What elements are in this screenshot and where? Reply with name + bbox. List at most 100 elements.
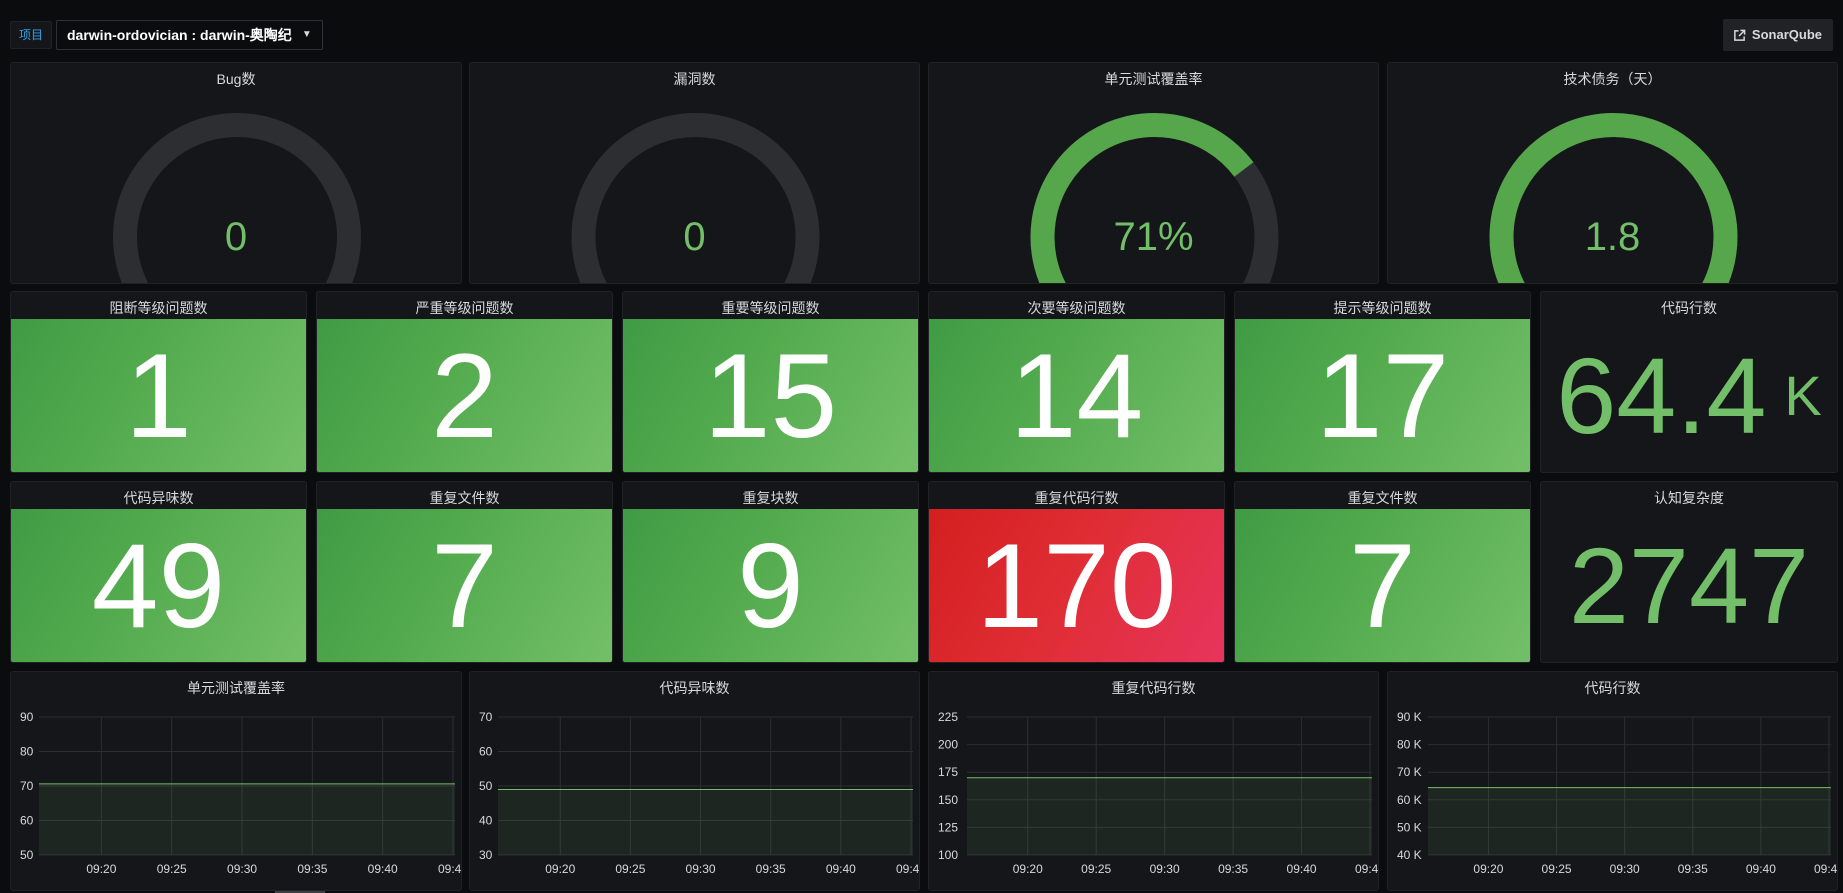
stat-panel[interactable]: 提示等级问题数 17: [1234, 291, 1531, 473]
timeseries-chart: 40 K 50 K 60 K 70 K 80 K 90 K 09:20 09:25 09:30 0…: [1397, 710, 1838, 876]
panel-title: 重复代码行数: [1111, 680, 1196, 696]
stat-value-area: 7: [317, 509, 612, 662]
gauge-chart: [571, 113, 820, 283]
variable-label: 项目: [10, 21, 53, 49]
stat-value: 9: [737, 518, 804, 653]
y-tick-label: 40: [479, 814, 493, 828]
timeseries-chart: 30 40 50 60 70 09:20 09:25 09:30 09:35 09:40 09:45: [479, 710, 919, 876]
y-tick-label: 60: [479, 745, 493, 759]
panel-title: 阻断等级问题数: [109, 300, 208, 316]
stat-value-area: 2: [317, 319, 612, 472]
y-tick-label: 70 K: [1397, 765, 1422, 779]
y-tick-label: 225: [938, 710, 958, 724]
timeseries-panel[interactable]: 单元测试覆盖率 50 60 70 80 90 09:20 09:25 09:30 09:35 09:…: [10, 671, 462, 891]
y-tick-label: 200: [938, 738, 958, 752]
stat-value: 170: [976, 518, 1177, 653]
stat-panel[interactable]: 认知复杂度 2747: [1540, 481, 1838, 663]
x-tick-label: 09:40: [368, 862, 398, 876]
x-tick-label: 09:30: [1150, 862, 1180, 876]
stat-value: 15: [703, 328, 838, 463]
stat-value: 1: [125, 328, 192, 463]
x-tick-label: 09:20: [1013, 862, 1043, 876]
panel-title: 提示等级问题数: [1333, 300, 1432, 316]
timeseries-panel[interactable]: 代码行数 40 K 50 K 60 K 70 K 80 K 90 K 09:20 09:25 09…: [1387, 671, 1838, 891]
stat-panel[interactable]: 重复块数 9: [622, 481, 919, 663]
gauge-track: [571, 113, 820, 283]
x-tick-label: 09:30: [686, 862, 716, 876]
y-tick-label: 60 K: [1397, 793, 1422, 807]
gauge-track: [113, 113, 361, 283]
y-tick-label: 150: [938, 793, 958, 807]
gauge-fill: [1489, 113, 1738, 283]
timeseries-chart: 100 125 150 175 200 225 09:20 09:25 09:30 09:35 09…: [938, 710, 1378, 876]
x-tick-label: 09:25: [157, 862, 187, 876]
stat-value: 7: [1349, 518, 1416, 653]
stat-panel[interactable]: 重复代码行数 170: [928, 481, 1225, 663]
y-tick-label: 80 K: [1397, 738, 1422, 752]
panel-title: 认知复杂度: [1654, 490, 1724, 506]
y-tick-label: 30: [479, 848, 493, 862]
gauge-panel[interactable]: 单元测试覆盖率 71%: [928, 62, 1379, 284]
project-variable-value: darwin-ordovician : darwin-奥陶纪: [67, 27, 292, 43]
stat-value-area: 2747: [1541, 509, 1837, 662]
y-tick-label: 50: [479, 779, 493, 793]
gauge-panel[interactable]: 技术债务（天） 1.8: [1387, 62, 1838, 284]
stat-value-area: 15: [623, 319, 918, 472]
stat-value: 49: [91, 518, 226, 653]
x-tick-label: 09:45: [438, 862, 462, 876]
y-tick-label: 125: [938, 820, 958, 834]
x-tick-label: 09:20: [545, 862, 575, 876]
y-tick-label: 70: [20, 779, 34, 793]
panel-title: 重复块数: [742, 490, 799, 506]
series-area: [967, 777, 1372, 855]
stat-panel[interactable]: 严重等级问题数 2: [316, 291, 613, 473]
panel-title: 重要等级问题数: [721, 300, 820, 316]
gauge-fill: [1030, 113, 1254, 283]
stat-value: 2: [431, 328, 498, 463]
gauge-value: 1.8: [1584, 215, 1641, 259]
stat-value-area: 1: [11, 319, 306, 472]
x-tick-label: 09:20: [86, 862, 116, 876]
gauge-value: 71%: [1113, 215, 1194, 259]
stat-value-area: 49: [11, 509, 306, 662]
stat-value-area: 14: [929, 319, 1224, 472]
y-tick-label: 175: [938, 765, 958, 779]
stat-panel[interactable]: 重复文件数 7: [316, 481, 613, 663]
dashboard-toolbar: 项目 darwin-ordovician : darwin-奥陶纪 ▼ Sona…: [0, 0, 1843, 52]
stat-value: 64.4: [1556, 334, 1767, 456]
stat-panel[interactable]: 重复文件数 7: [1234, 481, 1531, 663]
stat-panel[interactable]: 次要等级问题数 14: [928, 291, 1225, 473]
panel-title: Bug数: [216, 71, 256, 87]
stat-value-area: 170: [929, 509, 1224, 662]
stat-panel[interactable]: 重要等级问题数 15: [622, 291, 919, 473]
x-tick-label: 09:35: [1218, 862, 1248, 876]
y-tick-label: 70: [479, 710, 493, 724]
scrollbar[interactable]: [275, 891, 325, 893]
stat-value: 7: [431, 518, 498, 653]
y-tick-label: 80: [20, 745, 34, 759]
x-tick-label: 09:45: [1814, 862, 1838, 876]
stat-panel[interactable]: 代码行数 64.4 K: [1540, 291, 1838, 473]
x-tick-label: 09:30: [227, 862, 257, 876]
gauge-panel[interactable]: Bug数 0: [10, 62, 462, 284]
stat-unit: K: [1784, 364, 1822, 427]
project-variable-select[interactable]: darwin-ordovician : darwin-奥陶纪 ▼: [56, 20, 323, 50]
stat-value: 14: [1009, 328, 1144, 463]
y-tick-label: 50: [20, 848, 34, 862]
stat-value-area: 64.4 K: [1541, 319, 1837, 472]
panel-title: 次要等级问题数: [1027, 300, 1126, 316]
timeseries-panel[interactable]: 重复代码行数 100 125 150 175 200 225 09:20 09:25 09:30 0…: [928, 671, 1379, 891]
sonarqube-link-button[interactable]: SonarQube: [1722, 19, 1833, 51]
gauge-value: 0: [224, 215, 248, 259]
timeseries-panel[interactable]: 代码异味数 30 40 50 60 70 09:20 09:25 09:30 09:35 09:40…: [469, 671, 920, 891]
y-tick-label: 40 K: [1397, 848, 1422, 862]
stat-panel[interactable]: 代码异味数 49: [10, 481, 307, 663]
gauge-panel[interactable]: 漏洞数 0: [469, 62, 920, 284]
panel-title: 单元测试覆盖率: [1104, 71, 1203, 87]
x-tick-label: 09:25: [615, 862, 645, 876]
stat-panel[interactable]: 阻断等级问题数 1: [10, 291, 307, 473]
x-tick-label: 09:40: [1746, 862, 1776, 876]
gauge-chart: [113, 113, 361, 283]
panel-title: 重复文件数: [429, 490, 500, 506]
y-tick-label: 90 K: [1397, 710, 1422, 724]
